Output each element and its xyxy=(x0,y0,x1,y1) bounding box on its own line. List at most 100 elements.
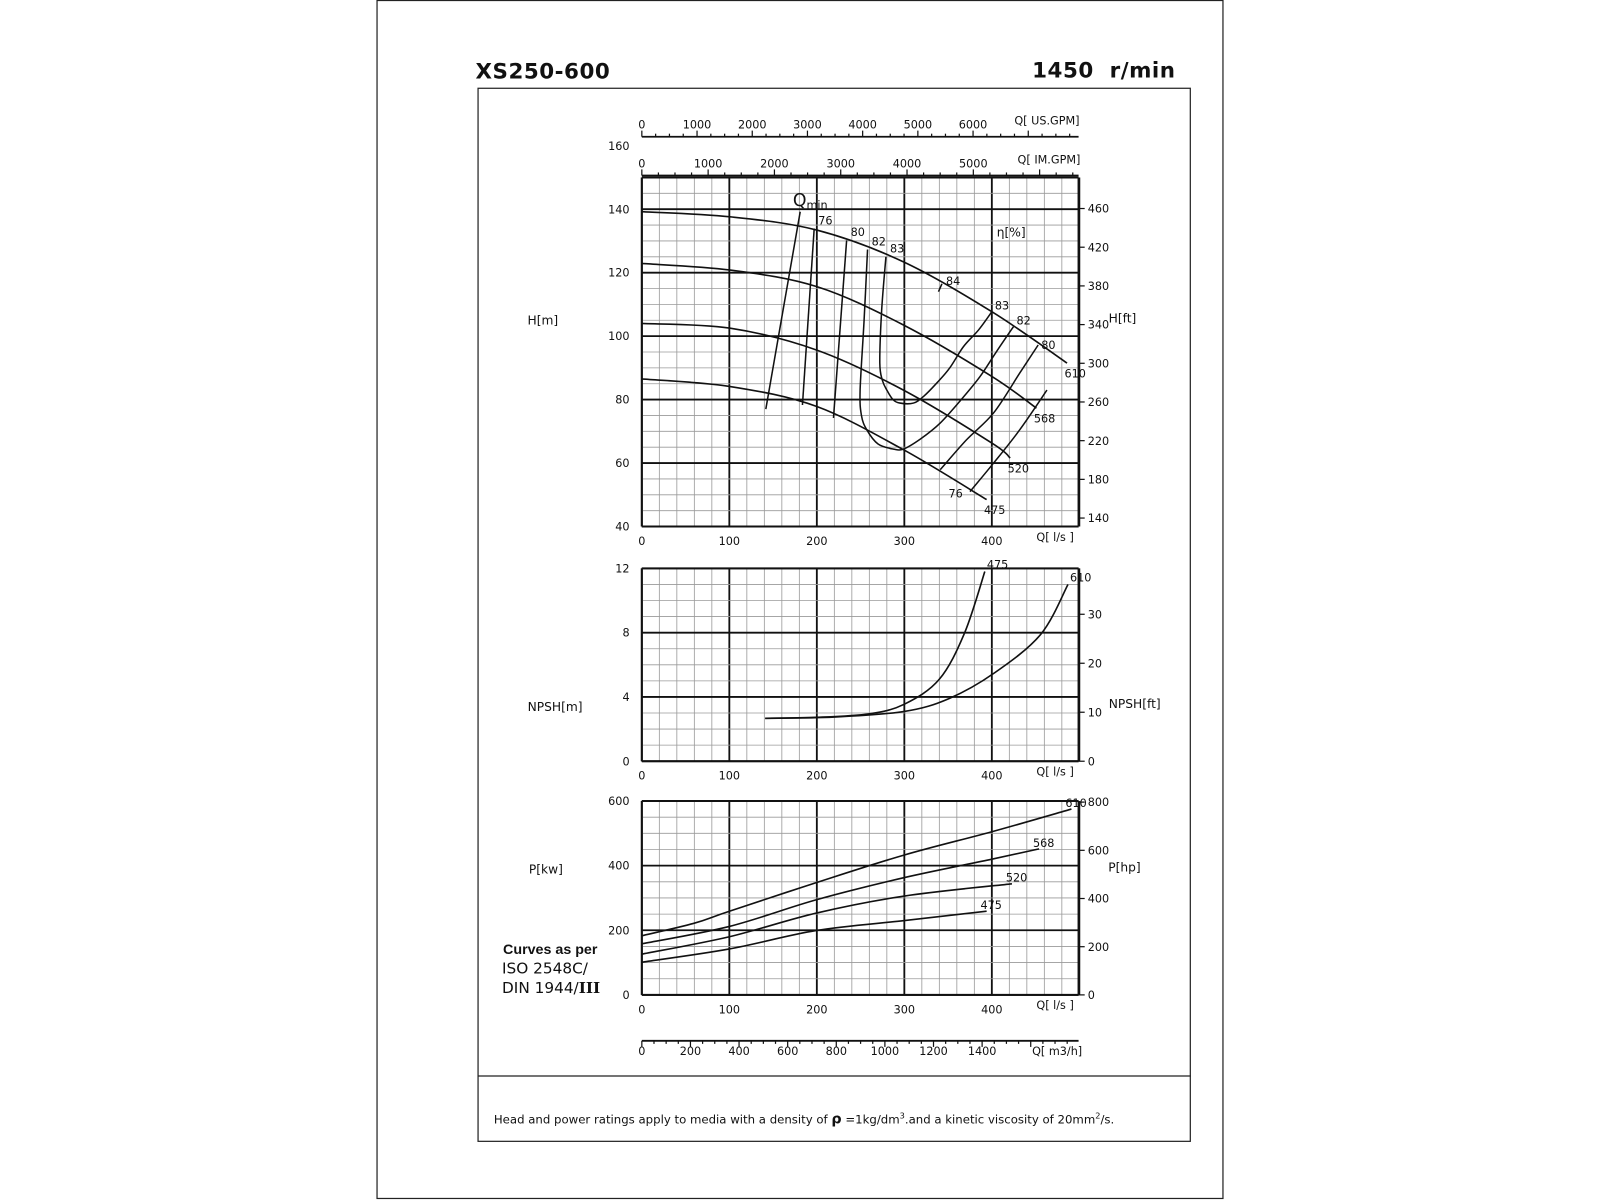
y-axis-label: NPSH[m] xyxy=(528,700,583,714)
efficiency-label-83: 83 xyxy=(995,300,1009,313)
efficiency-label-84: 84 xyxy=(946,275,960,288)
efficiency-curve-76 xyxy=(969,389,1048,493)
x-tick-label: 0 xyxy=(638,535,645,548)
footer-b: =1kg/dm xyxy=(842,1112,900,1126)
m3h-tick-label: 1200 xyxy=(919,1045,948,1058)
series-label-568: 568 xyxy=(1033,837,1054,850)
y-tick-label: 12 xyxy=(615,562,629,575)
series-curve-520 xyxy=(641,322,1011,459)
im_gpm-tick-label: 4000 xyxy=(893,157,922,170)
x-axis-label: Q[ l/s ] xyxy=(1036,999,1073,1012)
y-right-tick-label: 10 xyxy=(1088,706,1102,719)
m3h-tick-label: 600 xyxy=(777,1045,798,1058)
efficiency-label-83: 83 xyxy=(890,243,904,256)
chart-panel-0: Qmin xyxy=(640,176,1085,528)
standard-din-text: DIN 1944/ xyxy=(502,979,580,997)
x-tick-label: 300 xyxy=(894,535,915,548)
y-tick-label: 140 xyxy=(608,203,629,216)
series-curve-520 xyxy=(641,882,1013,955)
y-right-tick-label: 0 xyxy=(1088,989,1095,1002)
chart-frame xyxy=(477,87,1191,1142)
y-axis-label-right: NPSH[ft] xyxy=(1109,697,1161,711)
y-tick-label: 160 xyxy=(608,140,629,153)
y-tick-label: 4 xyxy=(622,691,629,704)
efficiency-label-76: 76 xyxy=(949,488,963,501)
m3h-tick-label: 1000 xyxy=(871,1045,900,1058)
footer-sup2: 2 xyxy=(1095,1110,1100,1120)
us_gpm-axis-label: Q[ US.GPM] xyxy=(1014,114,1079,127)
y-right-tick-label: 600 xyxy=(1088,844,1109,857)
us_gpm-tick-label: 2000 xyxy=(738,119,767,132)
im_gpm-tick-label: 2000 xyxy=(760,157,789,170)
series-curve-610 xyxy=(765,584,1069,720)
y-tick-label: 120 xyxy=(608,267,629,280)
standard-iso: ISO 2548C/ xyxy=(502,959,589,977)
outer-frame xyxy=(376,0,1224,1200)
x-tick-label: 300 xyxy=(894,1003,915,1016)
footer-note: Head and power ratings apply to media wi… xyxy=(494,1110,1114,1127)
us_gpm-tick-label: 3000 xyxy=(793,119,822,132)
x-tick-label: 100 xyxy=(719,770,740,783)
y-tick-label: 600 xyxy=(608,795,629,808)
series-label-475: 475 xyxy=(980,899,1001,912)
series-curve-568 xyxy=(641,848,1040,945)
y-right-tick-label: 380 xyxy=(1088,280,1109,293)
standard-din-class: III xyxy=(579,979,600,997)
y-axis-label-right: H[ft] xyxy=(1109,311,1137,325)
efficiency-unit-label: η[%] xyxy=(997,226,1026,240)
im_gpm-tick-label: 5000 xyxy=(959,157,988,170)
m3h-axis-label: Q[ m3/h] xyxy=(1032,1045,1082,1058)
series-label-610: 610 xyxy=(1070,571,1091,584)
y-tick-label: 60 xyxy=(615,457,629,470)
y-right-tick-label: 140 xyxy=(1088,512,1109,525)
y-tick-label: 400 xyxy=(608,860,629,873)
series-label-568: 568 xyxy=(1034,412,1055,425)
efficiency-curve-82 xyxy=(859,249,1015,451)
y-tick-label: 100 xyxy=(608,330,629,343)
series-curve-610 xyxy=(641,808,1072,937)
y-tick-label: 0 xyxy=(622,989,629,1002)
y-right-tick-label: 300 xyxy=(1088,357,1109,370)
y-tick-label: 0 xyxy=(622,755,629,768)
efficiency-label-82: 82 xyxy=(1017,315,1031,328)
x-tick-label: 200 xyxy=(806,1003,827,1016)
footer-sup1: 3 xyxy=(900,1110,905,1120)
x-tick-label: 200 xyxy=(806,770,827,783)
speed-title: 1450 r/min xyxy=(1032,59,1175,84)
series-label-610: 610 xyxy=(1065,797,1086,810)
series-curve-475 xyxy=(641,378,988,501)
m3h-tick-label: 0 xyxy=(638,1045,645,1058)
qmin-main: Q xyxy=(793,191,807,211)
y-tick-label: 80 xyxy=(615,394,629,407)
x-tick-label: 400 xyxy=(981,1003,1002,1016)
y-right-tick-label: 200 xyxy=(1088,941,1109,954)
x-tick-label: 300 xyxy=(894,770,915,783)
series-curve-568 xyxy=(641,262,1037,409)
y-axis-label: H[m] xyxy=(528,313,559,327)
efficiency-label-80: 80 xyxy=(1041,339,1055,352)
y-right-tick-label: 800 xyxy=(1088,796,1109,809)
y-right-tick-label: 340 xyxy=(1088,319,1109,332)
standard-din: DIN 1944/III xyxy=(502,979,600,997)
chart-panel-1 xyxy=(640,567,1085,763)
series-label-475: 475 xyxy=(984,504,1005,517)
y-right-tick-label: 220 xyxy=(1088,435,1109,448)
x-tick-label: 200 xyxy=(806,535,827,548)
footer-a: Head and power ratings apply to media wi… xyxy=(494,1112,832,1126)
series-label-520: 520 xyxy=(1006,872,1027,885)
efficiency-label-80: 80 xyxy=(851,226,865,239)
m3h-tick-label: 200 xyxy=(680,1045,701,1058)
us_gpm-tick-label: 6000 xyxy=(959,119,988,132)
efficiency-curve-84 xyxy=(937,283,943,293)
x-tick-label: 0 xyxy=(638,770,645,783)
y-tick-label: 200 xyxy=(608,924,629,937)
qmin-sub: min xyxy=(806,199,827,212)
efficiency-curve-80 xyxy=(832,240,848,419)
im_gpm-tick-label: 1000 xyxy=(694,157,723,170)
us_gpm-tick-label: 4000 xyxy=(848,119,877,132)
y-right-tick-label: 20 xyxy=(1088,657,1102,670)
y-axis-label-right: P[hp] xyxy=(1108,860,1140,874)
efficiency-curve-76 xyxy=(801,228,815,406)
x-tick-label: 100 xyxy=(719,535,740,548)
